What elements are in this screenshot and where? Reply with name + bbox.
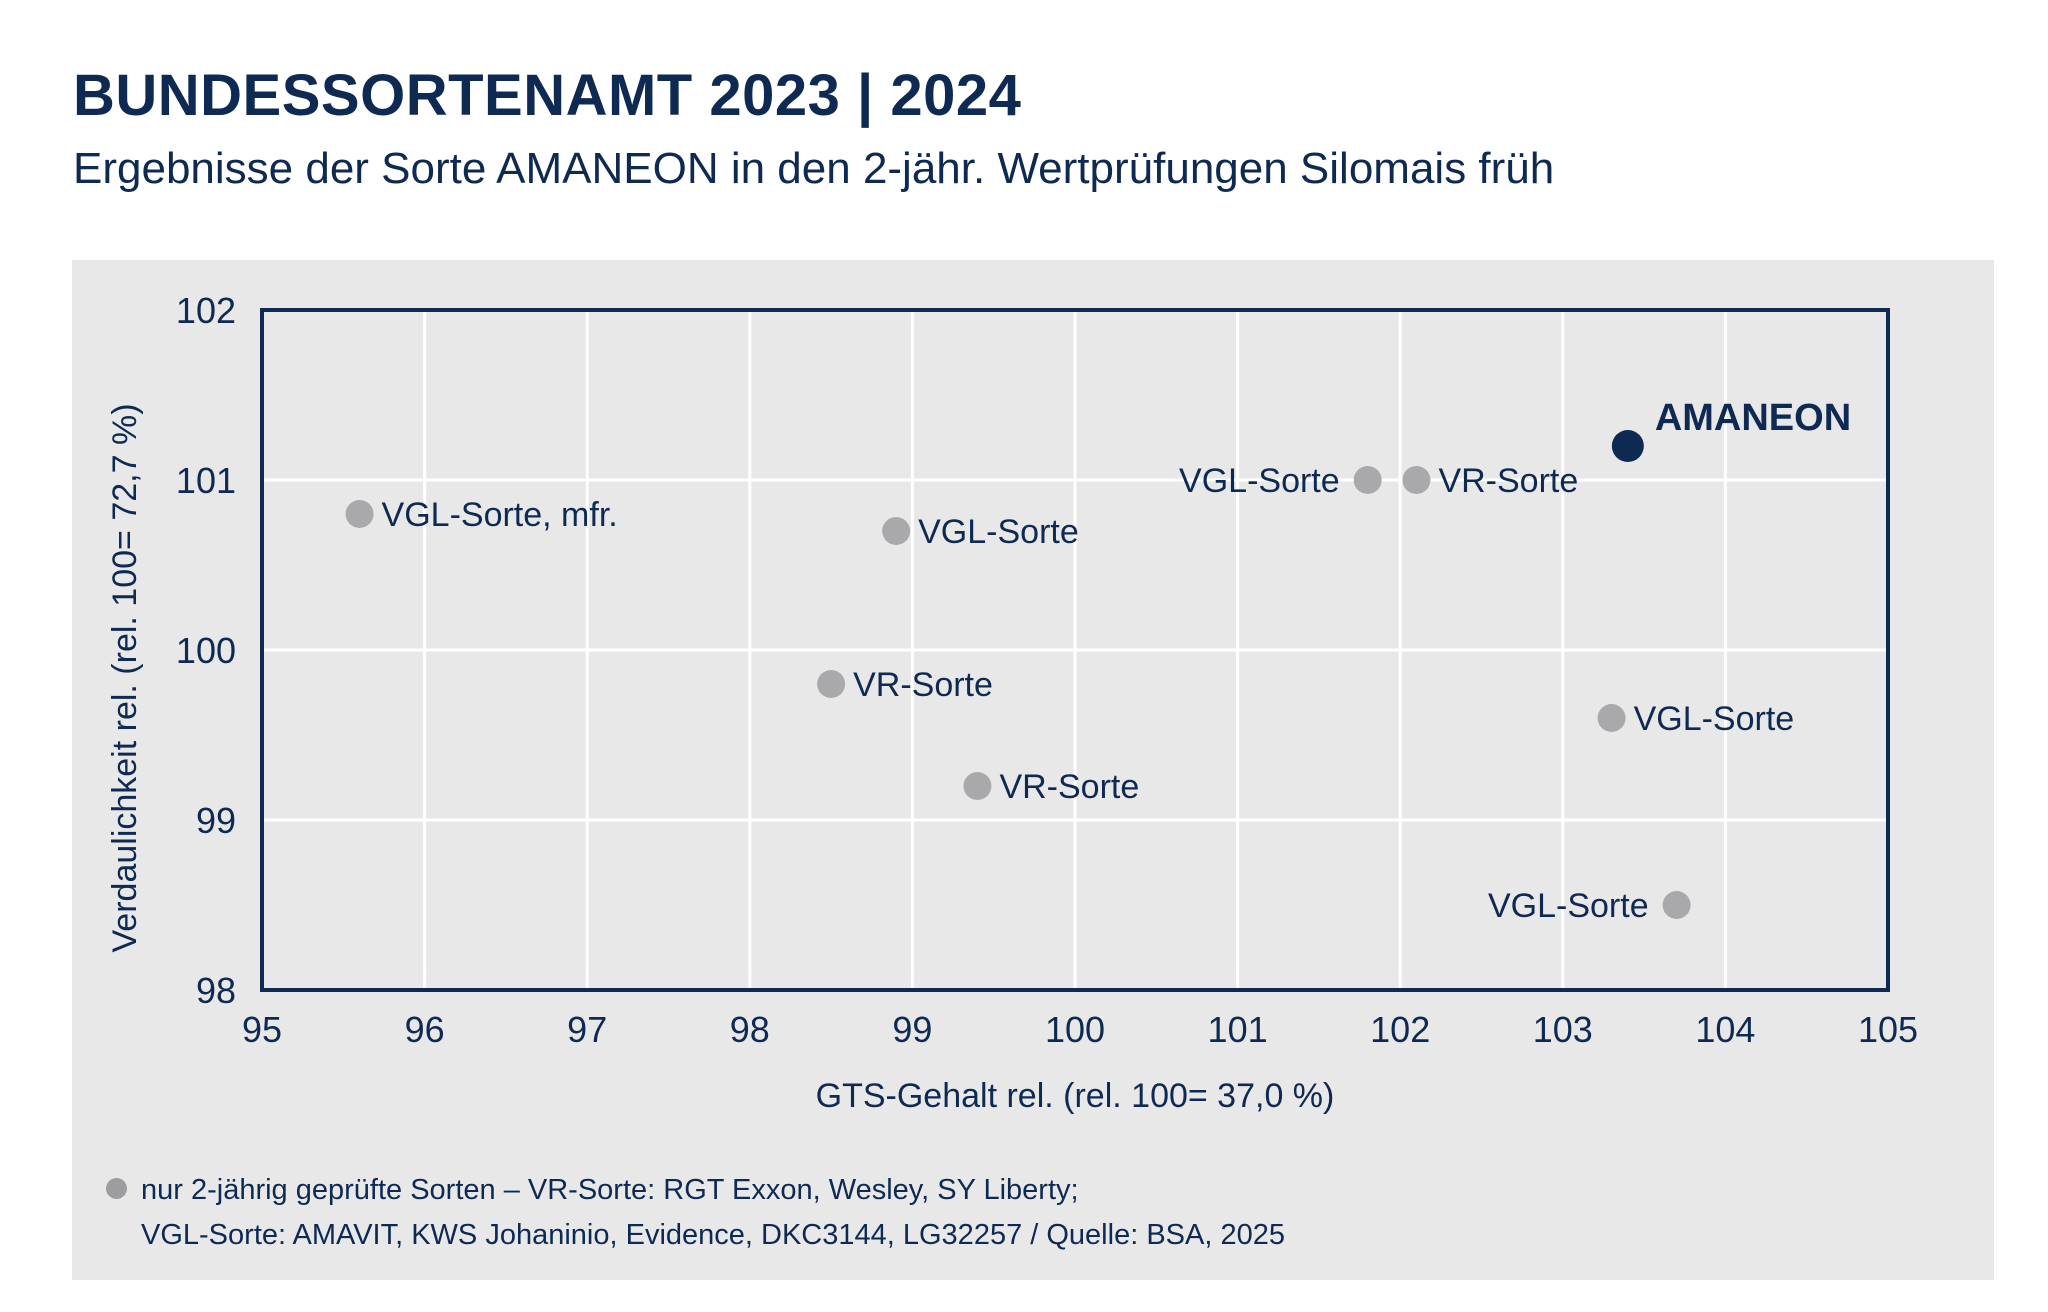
- comparison-point-group: VR-Sorte: [1402, 462, 1578, 500]
- x-tick-label: 97: [567, 1009, 607, 1050]
- data-point: [1597, 704, 1626, 732]
- y-tick-label: 101: [176, 460, 236, 501]
- data-point: [963, 772, 992, 800]
- comparison-point-group: VR-Sorte: [963, 768, 1139, 806]
- chart-panel: [72, 260, 1994, 1280]
- data-point: [1353, 466, 1382, 494]
- data-point-label: VGL-Sorte: [1634, 700, 1795, 738]
- x-tick-label: 98: [730, 1009, 770, 1050]
- data-point: [817, 670, 846, 698]
- data-point-label: VGL-Sorte: [918, 513, 1079, 551]
- y-tick-label: 99: [196, 800, 236, 841]
- x-tick-label: 95: [242, 1009, 282, 1050]
- page-title: BUNDESSORTENAMT 2023 | 2024: [73, 63, 1022, 128]
- x-tick-label: 103: [1533, 1009, 1593, 1050]
- comparison-point-group: VGL-Sorte: [1179, 462, 1382, 500]
- x-tick-label: 102: [1370, 1009, 1430, 1050]
- comparison-point-group: VGL-Sorte, mfr.: [345, 496, 618, 534]
- comparison-point-group: VR-Sorte: [817, 666, 993, 704]
- comparison-point-group: VGL-Sorte: [1488, 887, 1691, 925]
- data-points: VGL-Sorte, mfr. VGL-Sorte VR-Sorte VR-Sorte…: [345, 397, 1851, 925]
- y-tick-label: 102: [176, 290, 236, 331]
- data-point-label: VGL-Sorte, mfr.: [382, 496, 618, 534]
- x-tick-label: 96: [405, 1009, 445, 1050]
- data-point-label: VR-Sorte: [999, 768, 1139, 806]
- legend-dot-icon: [106, 1178, 127, 1199]
- comparison-point-group: VGL-Sorte: [1597, 700, 1795, 738]
- data-point: [345, 500, 374, 528]
- highlight-point-group: AMANEON: [1611, 397, 1851, 462]
- data-point-label: VGL-Sorte: [1488, 887, 1649, 925]
- footnote-line-1: nur 2-jährig geprüfte Sorten – VR-Sorte:…: [141, 1174, 1079, 1206]
- highlight-point-label: AMANEON: [1655, 397, 1851, 439]
- footnote: nur 2-jährig geprüfte Sorten – VR-Sorte:…: [106, 1168, 1285, 1258]
- data-point-label: VR-Sorte: [1438, 462, 1578, 500]
- data-point: [882, 517, 911, 545]
- y-tick-labels: 98 99 100 101 102: [176, 290, 236, 1011]
- comparison-point-group: VGL-Sorte: [882, 513, 1079, 551]
- x-tick-label: 105: [1858, 1009, 1918, 1050]
- x-tick-labels: 95 96 97 98 99 100 101 102 103 104 105: [242, 1009, 1918, 1050]
- y-axis-label: Verdaulichkeit rel. (rel. 100= 72,7 %): [106, 403, 144, 952]
- x-tick-label: 101: [1208, 1009, 1268, 1050]
- footnote-line-2: VGL-Sorte: AMAVIT, KWS Johaninio, Eviden…: [141, 1219, 1285, 1251]
- grid-layer: [262, 310, 1888, 990]
- data-point: [1662, 891, 1691, 919]
- data-point: [1402, 466, 1431, 494]
- x-axis-label: GTS-Gehalt rel. (rel. 100= 37,0 %): [816, 1077, 1335, 1115]
- plot-frame: [260, 308, 1890, 992]
- data-point-label: VGL-Sorte: [1179, 462, 1340, 500]
- page-subtitle: Ergebnisse der Sorte AMANEON in den 2-jä…: [73, 144, 1555, 193]
- data-point-label: VR-Sorte: [853, 666, 993, 704]
- x-tick-label: 104: [1695, 1009, 1755, 1050]
- x-tick-label: 99: [892, 1009, 932, 1050]
- y-tick-label: 100: [176, 630, 236, 671]
- x-tick-label: 100: [1045, 1009, 1105, 1050]
- y-tick-label: 98: [196, 970, 236, 1011]
- highlight-point: [1611, 430, 1644, 462]
